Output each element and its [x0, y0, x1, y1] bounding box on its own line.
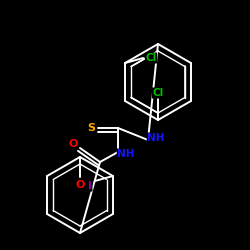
Text: Cl: Cl	[152, 88, 164, 98]
Text: O: O	[75, 180, 85, 190]
Text: Cl: Cl	[146, 53, 157, 63]
Text: I: I	[88, 181, 92, 191]
Text: O: O	[68, 139, 78, 149]
Text: S: S	[87, 123, 95, 133]
Text: NH: NH	[147, 133, 165, 143]
Text: NH: NH	[117, 149, 135, 159]
